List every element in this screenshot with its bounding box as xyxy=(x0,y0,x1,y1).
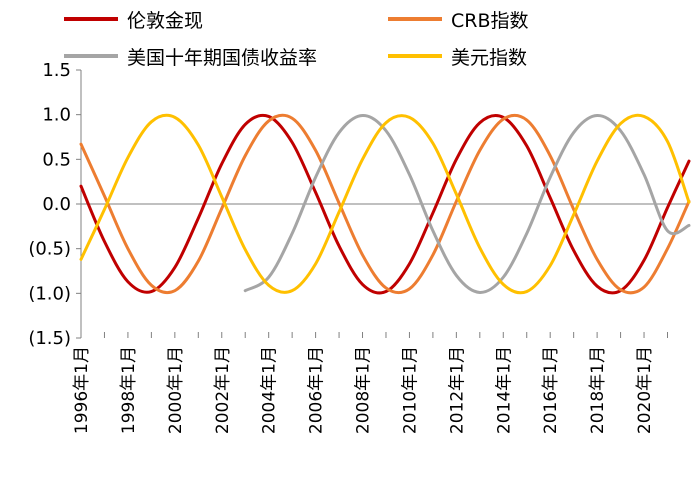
y-tick-label: 1.5 xyxy=(42,60,71,81)
series-line-2 xyxy=(243,114,691,294)
x-tick-label: 2018年1月 xyxy=(588,346,608,434)
x-tick-label: 2020年1月 xyxy=(635,346,655,434)
x-tick-label: 2008年1月 xyxy=(354,346,374,434)
legend: 伦敦金现 CRB指数 美国十年期国债收益率 美元指数 xyxy=(64,10,529,69)
x-tick-label: 1996年1月 xyxy=(72,346,92,434)
x-tick-label: 2004年1月 xyxy=(260,346,280,434)
y-tick-label: (1.5) xyxy=(28,328,71,349)
y-tick-label: (1.0) xyxy=(28,283,71,304)
x-tick-label: 2016年1月 xyxy=(541,346,561,434)
x-tick-label: 2012年1月 xyxy=(447,346,467,434)
y-ticks: 1.5 1.0 0.5 0.0 (0.5) (1.0) (1.5) xyxy=(28,60,81,349)
legend-label-gold: 伦敦金现 xyxy=(127,10,203,32)
x-tick-label: 2002年1月 xyxy=(213,346,233,434)
series-group xyxy=(79,113,691,295)
y-tick-label: (0.5) xyxy=(28,239,71,260)
x-tick-label: 2006年1月 xyxy=(307,346,327,434)
axes xyxy=(80,70,689,338)
series-line-1 xyxy=(79,113,691,295)
x-ticks: 1996年1月 1998年1月 2000年1月 2002年1月 2004年1月 2006年… xyxy=(72,332,668,434)
series-line-0 xyxy=(79,113,691,295)
x-tick-label: 2000年1月 xyxy=(166,346,186,434)
x-tick-label: 2014年1月 xyxy=(494,346,514,434)
x-tick-label: 2010年1月 xyxy=(400,346,420,434)
y-tick-label: 0.5 xyxy=(42,149,71,170)
x-tick-label: 1998年1月 xyxy=(119,346,139,434)
series-line-3 xyxy=(79,113,691,295)
y-tick-label: 1.0 xyxy=(42,105,71,126)
legend-label-usd: 美元指数 xyxy=(451,47,527,69)
y-tick-label: 0.0 xyxy=(42,194,71,215)
legend-label-crb: CRB指数 xyxy=(451,10,529,32)
legend-label-us10y: 美国十年期国债收益率 xyxy=(127,47,317,69)
